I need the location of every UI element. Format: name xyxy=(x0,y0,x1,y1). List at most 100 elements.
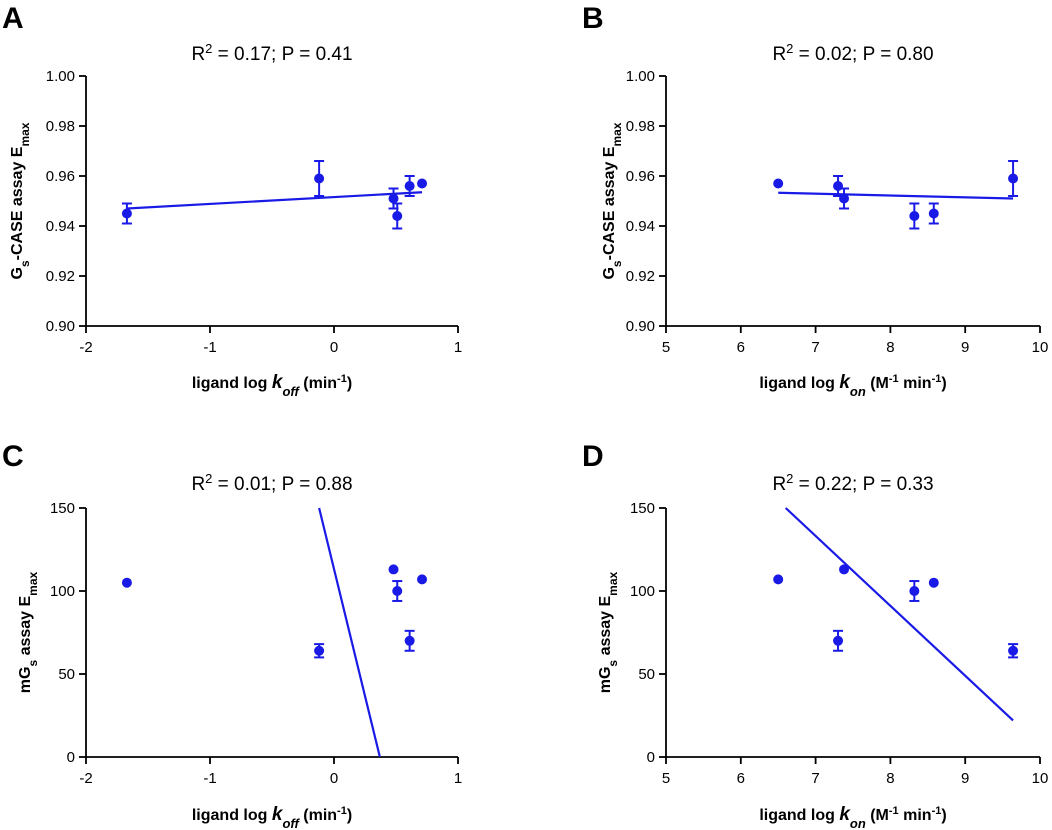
data-point xyxy=(392,202,403,230)
title-superscript: 2 xyxy=(205,41,212,56)
chart-title: R2 = 0.17; P = 0.41 xyxy=(191,41,352,66)
y-tick-label: 150 xyxy=(50,500,75,517)
x-axis-label: ligand log koff (min-1) xyxy=(192,372,352,399)
data-point xyxy=(417,574,428,585)
x-tick-label: 6 xyxy=(737,770,745,787)
panel-letter-d: D xyxy=(582,440,604,473)
y-tick-label: 0 xyxy=(647,749,655,766)
y-label-subscript: max xyxy=(26,571,40,595)
y-label-subscript: s xyxy=(18,260,32,267)
y-axis-label: mGs assay Emax xyxy=(597,571,620,693)
panel-letter-c: C xyxy=(2,440,24,473)
x-label-part: min xyxy=(899,375,932,392)
point-marker xyxy=(121,577,132,588)
point-marker xyxy=(388,564,399,575)
x-tick-label: 0 xyxy=(330,770,338,787)
fit-line xyxy=(126,191,423,210)
x-label-k: k xyxy=(839,372,851,393)
data-point xyxy=(928,577,939,588)
y-tick-label: 0.96 xyxy=(46,168,75,185)
x-label-part: min xyxy=(899,807,932,824)
y-tick-label: 50 xyxy=(58,666,75,683)
x-label-subscript: on xyxy=(850,384,866,399)
x-label-part: ) xyxy=(347,375,352,392)
x-tick-label: 9 xyxy=(961,339,969,356)
point-marker xyxy=(314,173,325,184)
x-tick-label: -1 xyxy=(203,339,216,356)
x-label-subscript: off xyxy=(282,384,300,399)
x-tick-label: -2 xyxy=(79,770,92,787)
x-tick-label: 8 xyxy=(886,339,894,356)
point-marker xyxy=(417,178,428,189)
chart-title: R2 = 0.02; P = 0.80 xyxy=(772,41,933,66)
point-marker xyxy=(417,574,428,585)
point-marker xyxy=(392,586,403,596)
y-tick-label: 0.98 xyxy=(626,118,655,135)
point-marker xyxy=(314,645,325,656)
plot-c: -2 -1 0 1 0 50 100 150 R2 = 0.01; P = 0.88 ligand… xyxy=(17,471,462,830)
y-label-part: G xyxy=(9,267,26,279)
fit-line xyxy=(784,507,1014,722)
plot-b: 5 6 7 8 9 10 0.90 0.92 0.94 0.96 0.98 1.00 R2 = 0.02… xyxy=(601,41,1048,399)
y-tick-label: 0.94 xyxy=(626,218,655,235)
x-label-part: ligand log xyxy=(759,807,839,824)
y-label-subscript: s xyxy=(26,660,40,667)
data-point xyxy=(909,202,920,230)
data-point xyxy=(388,564,399,575)
x-label-superscript: -1 xyxy=(932,373,942,385)
data-point xyxy=(773,178,784,189)
y-tick-label: 0.96 xyxy=(626,168,655,185)
point-marker xyxy=(909,211,920,221)
x-tick-label: 0 xyxy=(330,339,338,356)
x-label-part: (min xyxy=(299,807,337,824)
title-superscript: 2 xyxy=(786,41,793,56)
x-tick-label: 6 xyxy=(737,339,745,356)
point-marker xyxy=(773,574,784,585)
x-tick-label: 5 xyxy=(662,770,670,787)
x-tick-label: 7 xyxy=(811,770,819,787)
point-marker xyxy=(909,586,920,596)
x-tick-label: 1 xyxy=(454,770,462,787)
x-label-part: ) xyxy=(941,375,946,392)
x-label-subscript: off xyxy=(282,816,300,830)
y-label-subscript: s xyxy=(610,260,624,267)
y-label-part: -CASE assay E xyxy=(9,146,26,260)
y-tick-label: 0.98 xyxy=(46,118,75,135)
y-label-part: assay E xyxy=(17,595,34,659)
title-part: R xyxy=(772,44,786,65)
x-label-superscript: -1 xyxy=(337,805,347,817)
y-label-part: mG xyxy=(597,667,614,694)
point-marker xyxy=(121,208,132,219)
x-tick-label: 1 xyxy=(454,339,462,356)
plot-a: -2 -1 0 1 0.90 0.92 0.94 0.96 0.98 1.00 R2 = 0.17;… xyxy=(9,41,462,399)
x-tick-label: -2 xyxy=(79,339,92,356)
y-tick-label: 100 xyxy=(630,583,655,600)
panel-letter-a: A xyxy=(2,2,24,35)
fit-line xyxy=(318,507,381,757)
y-label-part: assay E xyxy=(597,595,614,659)
title-part: R xyxy=(191,44,205,65)
x-label-k: k xyxy=(272,804,284,825)
data-point xyxy=(314,160,325,197)
point-marker xyxy=(1008,645,1019,656)
y-tick-label: 100 xyxy=(50,583,75,600)
title-part: = 0.22; P = 0.33 xyxy=(793,474,933,495)
y-tick-label: 0.94 xyxy=(46,218,75,235)
x-label-k: k xyxy=(272,372,284,393)
point-marker xyxy=(1008,173,1019,184)
data-point xyxy=(1008,160,1019,197)
x-label-part: ) xyxy=(347,807,352,824)
x-label-superscript: -1 xyxy=(337,373,347,385)
y-tick-label: 0 xyxy=(67,749,75,766)
y-tick-label: 150 xyxy=(630,500,655,517)
panel-letter-b: B xyxy=(582,2,604,35)
y-label-subscript: max xyxy=(610,122,624,146)
title-part: = 0.17; P = 0.41 xyxy=(212,44,352,65)
fit-line xyxy=(778,191,1014,200)
data-point xyxy=(121,202,132,225)
point-marker xyxy=(839,193,850,204)
x-tick-label: 10 xyxy=(1032,770,1049,787)
title-superscript: 2 xyxy=(786,471,793,486)
x-label-superscript: -1 xyxy=(889,805,899,817)
